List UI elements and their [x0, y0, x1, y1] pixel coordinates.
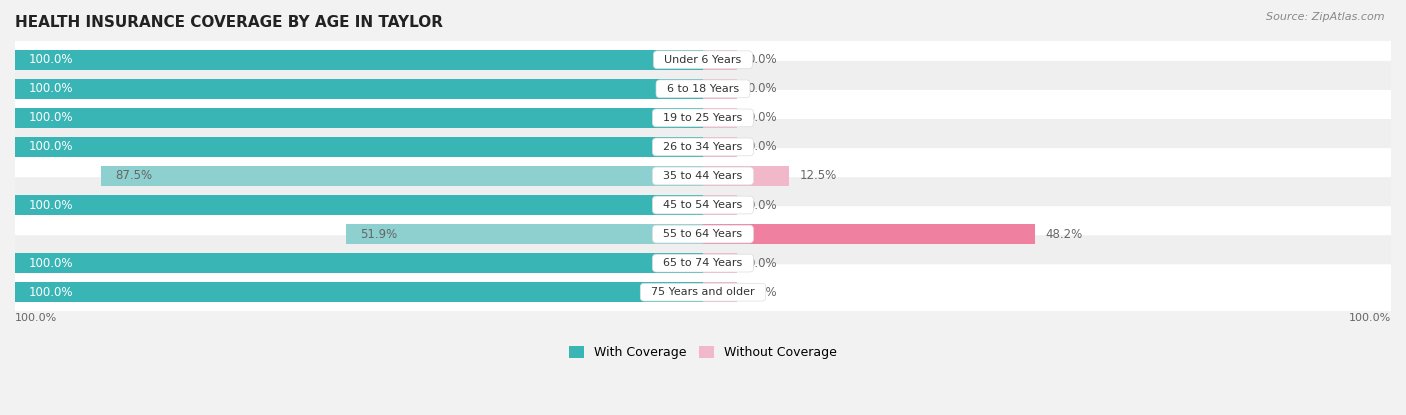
Bar — [703, 166, 789, 186]
Bar — [15, 253, 703, 273]
Text: 0.0%: 0.0% — [748, 286, 778, 299]
Text: 75 Years and older: 75 Years and older — [644, 287, 762, 297]
Bar — [15, 137, 703, 157]
Text: 87.5%: 87.5% — [115, 169, 152, 183]
Text: 100.0%: 100.0% — [1348, 312, 1391, 322]
Text: 26 to 34 Years: 26 to 34 Years — [657, 142, 749, 152]
Bar — [703, 137, 737, 157]
Bar — [15, 282, 703, 303]
Bar — [703, 253, 737, 273]
FancyBboxPatch shape — [11, 61, 1395, 117]
Text: 12.5%: 12.5% — [800, 169, 837, 183]
Bar — [703, 79, 737, 99]
FancyBboxPatch shape — [11, 90, 1395, 146]
Text: 0.0%: 0.0% — [748, 140, 778, 154]
Bar — [703, 282, 737, 303]
Text: 65 to 74 Years: 65 to 74 Years — [657, 258, 749, 268]
Text: 51.9%: 51.9% — [360, 227, 396, 241]
Text: 0.0%: 0.0% — [748, 256, 778, 270]
Text: 55 to 64 Years: 55 to 64 Years — [657, 229, 749, 239]
Bar — [15, 50, 703, 70]
Text: HEALTH INSURANCE COVERAGE BY AGE IN TAYLOR: HEALTH INSURANCE COVERAGE BY AGE IN TAYL… — [15, 15, 443, 30]
Bar — [703, 108, 737, 128]
Text: 6 to 18 Years: 6 to 18 Years — [659, 84, 747, 94]
Text: Under 6 Years: Under 6 Years — [658, 55, 748, 65]
Text: 35 to 44 Years: 35 to 44 Years — [657, 171, 749, 181]
Bar — [703, 50, 737, 70]
Text: 100.0%: 100.0% — [28, 82, 73, 95]
Text: Source: ZipAtlas.com: Source: ZipAtlas.com — [1267, 12, 1385, 22]
Text: 0.0%: 0.0% — [748, 53, 778, 66]
FancyBboxPatch shape — [11, 32, 1395, 88]
Text: 100.0%: 100.0% — [28, 256, 73, 270]
Text: 19 to 25 Years: 19 to 25 Years — [657, 113, 749, 123]
Bar — [346, 224, 703, 244]
Text: 100.0%: 100.0% — [28, 53, 73, 66]
Text: 48.2%: 48.2% — [1045, 227, 1083, 241]
Bar — [101, 166, 703, 186]
Legend: With Coverage, Without Coverage: With Coverage, Without Coverage — [564, 341, 842, 364]
FancyBboxPatch shape — [11, 264, 1395, 320]
Text: 100.0%: 100.0% — [28, 286, 73, 299]
FancyBboxPatch shape — [11, 235, 1395, 291]
Text: 0.0%: 0.0% — [748, 198, 778, 212]
Text: 100.0%: 100.0% — [28, 140, 73, 154]
FancyBboxPatch shape — [11, 148, 1395, 204]
FancyBboxPatch shape — [11, 177, 1395, 233]
Bar — [15, 79, 703, 99]
Text: 45 to 54 Years: 45 to 54 Years — [657, 200, 749, 210]
Text: 100.0%: 100.0% — [28, 111, 73, 124]
Bar — [703, 195, 737, 215]
Bar — [15, 195, 703, 215]
Text: 0.0%: 0.0% — [748, 111, 778, 124]
Bar — [703, 224, 1035, 244]
Text: 100.0%: 100.0% — [28, 198, 73, 212]
FancyBboxPatch shape — [11, 206, 1395, 262]
Text: 0.0%: 0.0% — [748, 82, 778, 95]
FancyBboxPatch shape — [11, 119, 1395, 175]
Text: 100.0%: 100.0% — [15, 312, 58, 322]
Bar — [15, 108, 703, 128]
